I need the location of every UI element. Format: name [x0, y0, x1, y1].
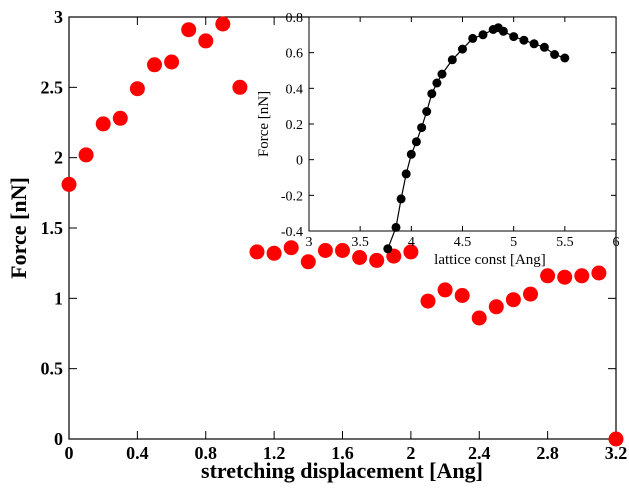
- main-data-point: [557, 269, 573, 285]
- main-data-point: [437, 282, 453, 298]
- main-data-point: [523, 286, 538, 302]
- main-data-point: [540, 268, 556, 284]
- main-data-point: [608, 431, 624, 447]
- inset-data-point: [391, 222, 401, 232]
- inset-data-point: [468, 33, 478, 43]
- inset-data-point: [509, 32, 519, 42]
- inset-data-point: [478, 30, 488, 40]
- inset-x-tick-label: 4.5: [454, 235, 472, 250]
- inset-y-tick-label: 0.2: [286, 118, 304, 133]
- inset-data-point: [427, 89, 437, 99]
- inset-data-point: [437, 69, 447, 79]
- inset-data-point: [396, 194, 406, 204]
- main-data-point: [249, 244, 265, 260]
- inset-data-point: [529, 39, 539, 49]
- main-y-tick-label: 2.5: [41, 77, 64, 97]
- inset-data-point: [447, 55, 457, 65]
- inset-chart: 3 3.5 4 4.5 5 5.5 6 -0.4 -0.2 0 0.2 0.4 0.6 0.8 latti…: [256, 11, 620, 268]
- main-x-tick-label: 0.8: [195, 443, 218, 463]
- main-data-point: [317, 243, 333, 258]
- inset-x-axis-label: lattice const [Ang]: [434, 252, 546, 268]
- main-data-point: [369, 252, 385, 268]
- inset-data-point: [401, 169, 411, 179]
- main-data-point: [78, 147, 94, 163]
- inset-x-tick-label: 3: [306, 235, 313, 250]
- main-x-tick-label: 0: [65, 443, 74, 463]
- main-data-point: [215, 16, 231, 32]
- main-data-point: [181, 22, 197, 38]
- main-x-tick-label: 2: [406, 443, 415, 463]
- main-data-point: [574, 268, 590, 284]
- inset-data-point: [498, 26, 508, 36]
- inset-data-point: [519, 35, 529, 45]
- inset-y-tick-label: -0.2: [281, 189, 303, 204]
- inset-data-points: [383, 23, 570, 254]
- main-y-tick-label: 3: [54, 7, 63, 27]
- inset-data-point: [560, 53, 570, 63]
- inset-x-tick-label: 3.5: [351, 235, 369, 250]
- main-data-point: [471, 310, 487, 326]
- inset-y-tick-label: 0.6: [286, 47, 304, 62]
- inset-x-tick-label: 6: [613, 235, 620, 250]
- inset-y-tick-label: 0.4: [286, 82, 304, 97]
- inset-y-axis-label: Force [nN]: [256, 91, 272, 157]
- main-data-point: [403, 244, 419, 260]
- main-y-axis-label: Force [nN]: [6, 177, 31, 279]
- main-data-point: [232, 79, 248, 95]
- inset-data-point: [458, 44, 467, 54]
- inset-tick-marks: 3 3.5 4 4.5 5 5.5 6 -0.4 -0.2 0 0.2 0.4 0.6 0.8: [281, 11, 620, 250]
- inset-data-point: [432, 78, 442, 88]
- main-x-tick-label: 1.6: [331, 443, 354, 463]
- inset-y-tick-label: 0: [296, 154, 303, 169]
- main-data-point: [420, 293, 436, 309]
- inset-x-tick-label: 4: [408, 235, 415, 250]
- main-x-tick-label: 3.2: [605, 443, 628, 463]
- inset-data-point: [422, 107, 432, 116]
- main-chart: 0 0.4 0.8 1.2 1.6 2 2.4 2.8 3.2 0 0.5 1 1.5 2 2.5 3 str…: [6, 7, 627, 483]
- main-x-tick-label: 2.8: [536, 443, 559, 463]
- main-data-point: [147, 57, 162, 73]
- main-tick-marks: 0 0.4 0.8 1.2 1.6 2 2.4 2.8 3.2 0 0.5 1 1.5 2 2.5 3: [41, 7, 628, 463]
- main-data-point: [95, 116, 111, 132]
- main-data-point: [164, 54, 180, 70]
- main-x-tick-label: 2.4: [468, 443, 491, 463]
- inset-y-tick-label: 0.8: [286, 11, 304, 26]
- main-data-point: [129, 81, 145, 97]
- main-y-tick-label: 0: [54, 429, 63, 449]
- main-data-point: [505, 292, 521, 308]
- main-data-point: [335, 243, 350, 258]
- main-data-point: [488, 299, 504, 315]
- inset-data-point: [417, 123, 427, 133]
- main-data-point: [266, 245, 282, 261]
- main-data-point: [454, 288, 470, 303]
- main-x-tick-label: 1.2: [263, 443, 286, 463]
- inset-data-point: [539, 42, 549, 52]
- main-y-tick-label: 0.5: [41, 359, 64, 379]
- main-y-tick-label: 1.5: [41, 218, 64, 238]
- inset-y-tick-label: -0.4: [281, 225, 303, 240]
- inset-data-point: [411, 137, 421, 147]
- main-y-tick-label: 2: [54, 148, 63, 168]
- main-data-point: [61, 176, 77, 192]
- main-data-point: [591, 265, 607, 281]
- main-data-point: [300, 254, 316, 270]
- inset-x-tick-label: 5.5: [556, 235, 574, 250]
- main-data-point: [112, 110, 128, 126]
- main-data-point: [352, 250, 368, 265]
- main-x-tick-label: 0.4: [126, 443, 149, 463]
- main-data-point: [198, 33, 214, 49]
- inset-x-tick-label: 5: [510, 235, 517, 250]
- inset-data-point: [406, 149, 416, 159]
- inset-data-point: [550, 50, 560, 59]
- main-y-tick-label: 1: [54, 288, 63, 308]
- main-data-point: [283, 240, 299, 256]
- inset-data-point: [383, 244, 393, 254]
- main-x-axis-label: stretching displacement [Ang]: [201, 458, 483, 483]
